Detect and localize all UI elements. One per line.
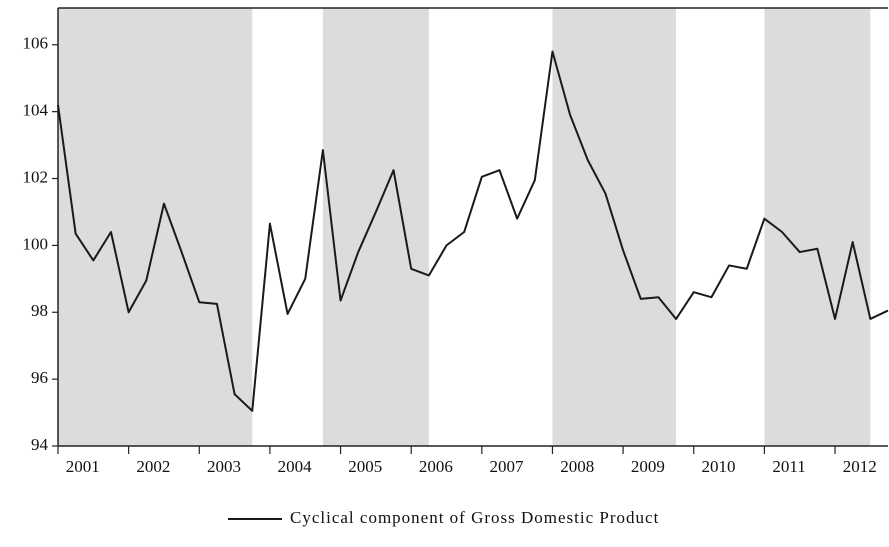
shaded-period	[552, 8, 677, 446]
x-tick-label: 2009	[631, 457, 665, 476]
y-tick-label: 100	[23, 234, 49, 253]
x-tick-label: 2003	[207, 457, 241, 476]
x-tick-label: 2007	[490, 457, 525, 476]
x-tick-label: 2005	[348, 457, 382, 476]
x-tick-label: 2006	[419, 457, 453, 476]
y-tick-label: 104	[23, 101, 49, 120]
x-tick-label: 2011	[772, 457, 805, 476]
shaded-period	[58, 8, 253, 446]
x-tick-label: 2001	[66, 457, 100, 476]
y-tick-label: 98	[31, 301, 48, 320]
x-tick-label: 2010	[701, 457, 735, 476]
x-tick-label: 2008	[560, 457, 594, 476]
y-tick-label: 94	[31, 435, 49, 454]
x-tick-label: 2004	[278, 457, 313, 476]
x-tick-label: 2012	[843, 457, 877, 476]
y-tick-label: 102	[23, 167, 49, 186]
shaded-period	[764, 8, 871, 446]
legend-label: Cyclical component of Gross Domestic Pro…	[290, 508, 659, 527]
y-tick-label: 96	[31, 368, 48, 387]
shaded-period	[322, 8, 429, 446]
y-tick-label: 106	[23, 34, 49, 53]
data-line	[57, 50, 889, 412]
x-tick-label: 2002	[136, 457, 170, 476]
